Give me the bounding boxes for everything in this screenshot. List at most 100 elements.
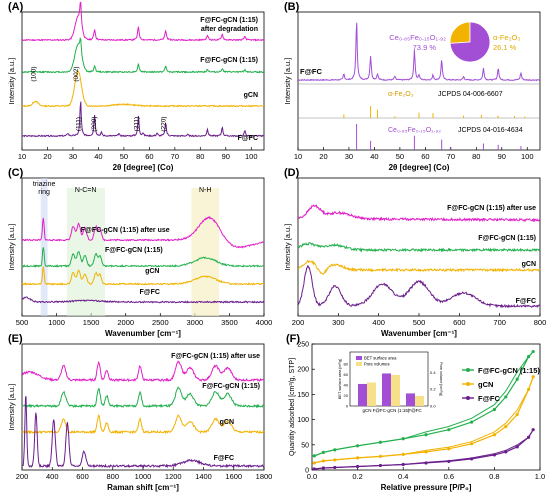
- inset-bar: [391, 374, 400, 406]
- y-axis-label: Intensity [a.u.]: [7, 58, 16, 105]
- series-line: [314, 351, 534, 457]
- data-point: [378, 440, 382, 444]
- x-tick-label: 1000: [48, 318, 65, 327]
- x-tick-label: 3500: [221, 318, 238, 327]
- panel-label: (C): [8, 167, 24, 179]
- series-line: [21, 247, 264, 268]
- data-point: [492, 407, 496, 412]
- inset-ytick: 0.2: [430, 387, 436, 392]
- series-label: after degradation: [201, 26, 258, 33]
- inset-ylabel: BET surface area [m²/g]: [338, 359, 342, 399]
- data-point: [321, 450, 325, 454]
- y-axis-label: Intensity [a.u.]: [7, 384, 16, 431]
- x-tick-label: 2500: [152, 318, 169, 327]
- x-tick-label: 600: [453, 318, 466, 327]
- x-axis-label: Relative pressure [P/P₀]: [381, 483, 472, 492]
- series-label: F@FC-gCN (1:15) after use: [171, 353, 260, 360]
- data-point: [401, 437, 405, 441]
- legend-marker: [466, 396, 470, 400]
- x-tick-label: 0.2: [352, 472, 362, 481]
- series-line: [21, 296, 265, 304]
- x-tick-label: 80: [472, 152, 480, 161]
- peak-annotation: (100): [31, 66, 38, 81]
- reference-label: α-Fe₂O₃: [388, 91, 414, 98]
- y-axis-label: Quantity adsorbed [cm³/g, STP]: [289, 358, 296, 456]
- data-point: [447, 428, 451, 432]
- y-tick-label: 250: [297, 342, 309, 349]
- data-point: [470, 457, 474, 461]
- data-point: [333, 448, 337, 452]
- panel-label: (D): [284, 167, 300, 179]
- y-tick-label: 50: [301, 442, 309, 449]
- panel-label: (F): [286, 333, 300, 345]
- x-tick-label: 1000: [135, 472, 152, 481]
- inset-category: gCN: [362, 408, 371, 413]
- x-tick-label: 0.8: [489, 472, 499, 481]
- inset-ytick: 20: [344, 393, 349, 398]
- band: [191, 188, 220, 316]
- x-tick-label: 10: [18, 152, 26, 161]
- x-tick-label: 1400: [195, 472, 212, 481]
- x-tick-label: 90: [222, 152, 230, 161]
- band: [40, 178, 48, 316]
- inset-legend-swatch: [356, 356, 362, 360]
- x-tick-label: 70: [171, 152, 179, 161]
- x-tick-label: 90: [498, 152, 506, 161]
- x-tick-label: 700: [493, 318, 506, 327]
- peak-annotation: (311): [133, 117, 140, 132]
- data-point: [515, 412, 519, 417]
- series-line: [297, 242, 541, 253]
- reference-card: JCPDS 04-016-4634: [458, 127, 523, 134]
- data-point: [504, 425, 508, 429]
- x-tick-label: 4000: [256, 318, 273, 327]
- data-point: [312, 461, 316, 465]
- series-line: [21, 266, 265, 286]
- data-point: [356, 444, 360, 448]
- inset-category: F@FC-gCN (1:15): [373, 408, 410, 413]
- inset-legend-label: Pore volumes: [364, 362, 390, 367]
- band: [66, 188, 105, 316]
- inset-ytick: 60: [344, 372, 349, 377]
- inset-ytick: 80: [344, 362, 349, 367]
- series-line: [21, 386, 265, 409]
- pie-slice: [449, 21, 471, 44]
- data-point: [470, 420, 474, 424]
- pie-value: 73.9 %: [413, 43, 437, 52]
- series-label: F@FC-gCN (1:15): [200, 17, 258, 24]
- x-tick-label: 1800: [256, 472, 273, 481]
- data-point: [424, 433, 428, 437]
- x-tick-label: 600: [76, 472, 89, 481]
- data-point: [356, 464, 360, 469]
- x-tick-label: 80: [196, 152, 204, 161]
- series-label: F@FC: [516, 298, 536, 305]
- inset-category: F@FC: [408, 408, 422, 413]
- series-label: F@FC-gCN (1:15): [200, 57, 258, 64]
- inset-ytick: 40: [344, 383, 349, 388]
- series-line: [298, 264, 541, 309]
- x-tick-label: 30: [69, 152, 77, 161]
- plot-frame: [311, 343, 541, 471]
- x-tick-label: 60: [145, 152, 153, 161]
- data-point: [321, 459, 325, 463]
- legend-marker: [466, 368, 470, 372]
- x-tick-label: 20: [43, 152, 51, 161]
- inset-legend-swatch: [356, 362, 362, 366]
- x-tick-label: 400: [46, 472, 59, 481]
- legend-label: F@FC: [478, 394, 500, 403]
- reference-card: JCPDS 04-006-6607: [438, 91, 503, 98]
- inset-legend-label: BET surface area: [364, 356, 397, 361]
- y-axis-label: Intensity [a.u.]: [283, 58, 292, 105]
- x-tick-label: 10: [294, 152, 302, 161]
- data-point: [531, 375, 535, 379]
- pie-slice: [449, 21, 491, 63]
- inset-bar: [367, 382, 376, 406]
- data-point: [492, 433, 496, 437]
- peak-annotation: (002): [73, 66, 80, 81]
- x-tick-label: 30: [345, 152, 353, 161]
- band-label: N-H: [199, 187, 211, 194]
- inset-bar: [382, 373, 391, 406]
- x-tick-label: 0.4: [398, 472, 408, 481]
- data-point: [531, 349, 535, 354]
- legend-label: F@FC-gCN (1:15): [478, 366, 540, 375]
